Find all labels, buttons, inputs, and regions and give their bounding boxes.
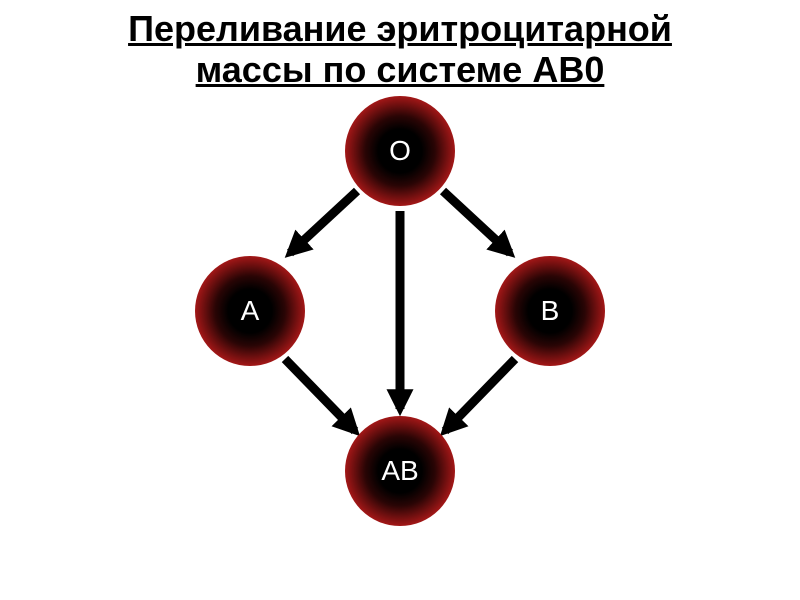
edge-arrow xyxy=(290,191,357,253)
page-title: Переливание эритроцитарной массы по сист… xyxy=(0,0,800,91)
blood-cell-label-A: A xyxy=(241,295,260,327)
edge-arrow xyxy=(285,359,355,431)
blood-cell-A: A xyxy=(195,256,305,366)
abo-diagram: OABAB xyxy=(0,91,800,571)
blood-cell-B: B xyxy=(495,256,605,366)
blood-cell-AB: AB xyxy=(345,416,455,526)
blood-cell-label-AB: AB xyxy=(381,455,418,487)
title-line-1: Переливание эритроцитарной xyxy=(128,8,672,49)
blood-cell-label-O: O xyxy=(389,135,411,167)
edge-arrow xyxy=(443,191,510,253)
blood-cell-O: O xyxy=(345,96,455,206)
edge-arrow xyxy=(445,359,515,431)
blood-cell-label-B: B xyxy=(541,295,560,327)
title-line-2: массы по системе АВ0 xyxy=(196,49,605,90)
